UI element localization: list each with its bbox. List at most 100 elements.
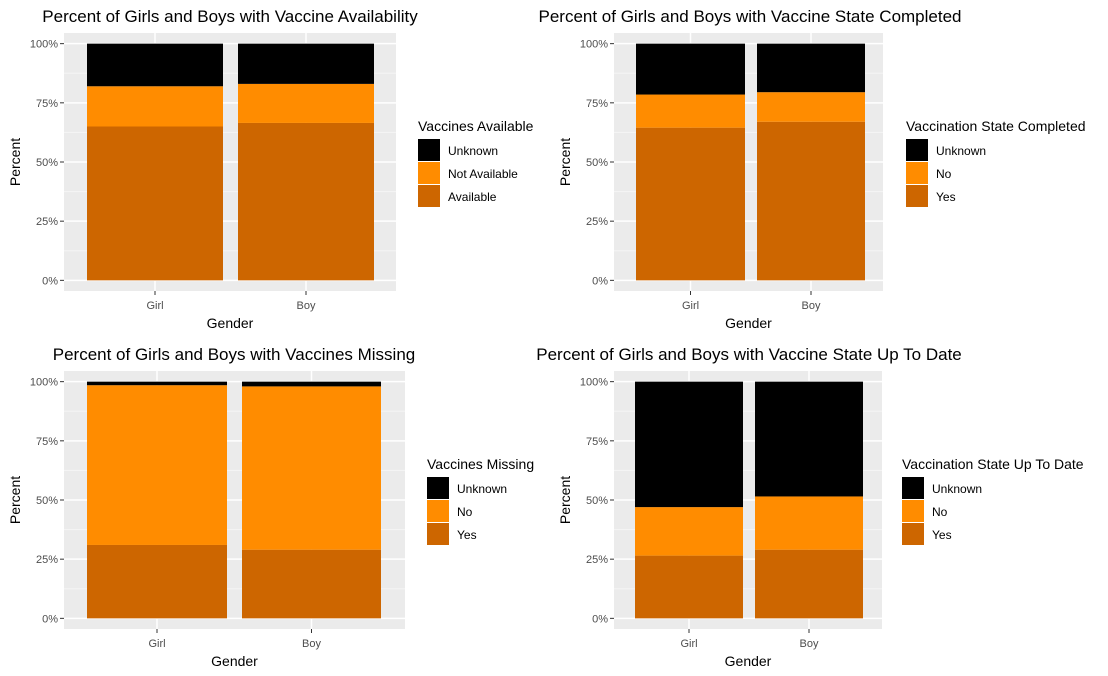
legend-title: Vaccination State Up To Date	[902, 456, 1084, 472]
legend-label: No	[932, 505, 948, 519]
y-tick-label: 75%	[586, 98, 608, 110]
bar-segment-girl-not-available	[87, 86, 223, 127]
bar-segment-boy-unknown	[242, 381, 381, 387]
bar-segment-girl-yes	[635, 555, 743, 619]
legend-key	[427, 500, 449, 522]
legend-label: Unknown	[932, 482, 982, 496]
chart-title: Percent of Girls and Boys with Vaccine S…	[536, 345, 962, 364]
y-tick-label: 50%	[586, 495, 608, 507]
bar-segment-boy-unknown	[238, 43, 374, 84]
legend-key	[427, 477, 449, 499]
bar-segment-girl-unknown	[636, 43, 745, 95]
chart-panel-1: Percent of Girls and Boys with Vaccine A…	[7, 7, 534, 331]
legend: Vaccination State Up To Date Unknown No Yes	[902, 456, 1084, 545]
bar-segment-girl-unknown	[635, 381, 743, 508]
legend-title: Vaccines Missing	[427, 456, 534, 472]
bar-segment-boy-yes	[755, 549, 863, 619]
x-tick-label: Girl	[146, 300, 163, 312]
y-tick-label: 50%	[36, 157, 58, 169]
chart-panel-4: Percent of Girls and Boys with Vaccine S…	[536, 345, 1084, 669]
y-tick-label: 25%	[36, 554, 58, 566]
y-tick-label: 75%	[586, 436, 608, 448]
legend-key	[418, 162, 440, 184]
y-tick-label: 25%	[36, 216, 58, 228]
legend: Vaccines Missing Unknown No Yes	[427, 456, 534, 545]
y-tick-label: 25%	[586, 216, 608, 228]
y-tick-label: 75%	[36, 98, 58, 110]
legend-label: Unknown	[457, 482, 507, 496]
x-tick-label: Boy	[800, 638, 819, 650]
legend-label: Not Available	[448, 167, 518, 181]
y-tick-label: 0%	[42, 613, 58, 625]
legend-key	[418, 185, 440, 207]
y-tick-label: 100%	[30, 377, 58, 389]
x-tick-label: Girl	[680, 638, 697, 650]
x-tick-label: Boy	[302, 638, 321, 650]
legend-label: Unknown	[448, 144, 498, 158]
y-tick-label: 50%	[586, 157, 608, 169]
y-tick-label: 100%	[580, 39, 608, 51]
bar-segment-boy-unknown	[755, 381, 863, 497]
y-tick-label: 50%	[36, 495, 58, 507]
legend-label: Yes	[457, 528, 477, 542]
bar-segment-girl-unknown	[87, 381, 227, 386]
y-tick-label: 75%	[36, 436, 58, 448]
legend-label: No	[457, 505, 473, 519]
x-axis-title: Gender	[207, 315, 254, 331]
bar-segment-girl-yes	[87, 544, 227, 619]
bar-segment-boy-yes	[757, 121, 865, 281]
bar-segment-girl-no	[636, 94, 745, 128]
legend-key	[902, 500, 924, 522]
y-axis-title: Percent	[7, 138, 23, 186]
y-tick-label: 0%	[592, 613, 608, 625]
bar-segment-boy-no	[757, 92, 865, 122]
chart-title: Percent of Girls and Boys with Vaccine S…	[539, 7, 962, 26]
x-tick-label: Boy	[297, 300, 316, 312]
x-axis-title: Gender	[725, 653, 772, 669]
bar-segment-girl-no	[635, 507, 743, 556]
legend-key	[906, 139, 928, 161]
legend-key	[902, 477, 924, 499]
chart-panel-2: Percent of Girls and Boys with Vaccine S…	[539, 7, 1086, 331]
legend: Vaccination State Completed Unknown No Yes	[906, 118, 1086, 207]
legend-key	[427, 523, 449, 545]
legend-label: No	[936, 167, 952, 181]
bar-segment-boy-available	[238, 122, 374, 281]
y-axis-title: Percent	[557, 138, 573, 186]
bar-segment-girl-yes	[636, 127, 745, 281]
legend-title: Vaccines Available	[418, 118, 534, 134]
legend-label: Unknown	[936, 144, 986, 158]
y-axis-title: Percent	[557, 476, 573, 524]
chart-title: Percent of Girls and Boys with Vaccines …	[53, 345, 416, 364]
bar-segment-boy-not-available	[238, 83, 374, 123]
y-axis-title: Percent	[7, 476, 23, 524]
bar-segment-girl-no	[87, 385, 227, 545]
legend-key	[902, 523, 924, 545]
legend-label: Available	[448, 190, 497, 204]
bar-segment-boy-unknown	[757, 43, 865, 93]
y-tick-label: 0%	[592, 275, 608, 287]
bar-segment-girl-unknown	[87, 43, 223, 87]
y-tick-label: 0%	[42, 275, 58, 287]
bar-segment-boy-no	[242, 386, 381, 550]
legend-key	[418, 139, 440, 161]
bar-segment-boy-yes	[242, 549, 381, 619]
x-axis-title: Gender	[725, 315, 772, 331]
chart-title: Percent of Girls and Boys with Vaccine A…	[42, 7, 418, 26]
legend: Vaccines Available Unknown Not Available Av…	[418, 118, 534, 207]
legend-title: Vaccination State Completed	[906, 118, 1086, 134]
x-tick-label: Boy	[802, 300, 821, 312]
legend-key	[906, 185, 928, 207]
y-tick-label: 25%	[586, 554, 608, 566]
legend-label: Yes	[932, 528, 952, 542]
chart-panel-3: Percent of Girls and Boys with Vaccines …	[7, 345, 534, 669]
x-tick-label: Girl	[148, 638, 165, 650]
y-tick-label: 100%	[580, 377, 608, 389]
legend-label: Yes	[936, 190, 956, 204]
legend-key	[906, 162, 928, 184]
x-axis-title: Gender	[211, 653, 258, 669]
x-tick-label: Girl	[682, 300, 699, 312]
y-tick-label: 100%	[30, 39, 58, 51]
bar-segment-boy-no	[755, 496, 863, 550]
